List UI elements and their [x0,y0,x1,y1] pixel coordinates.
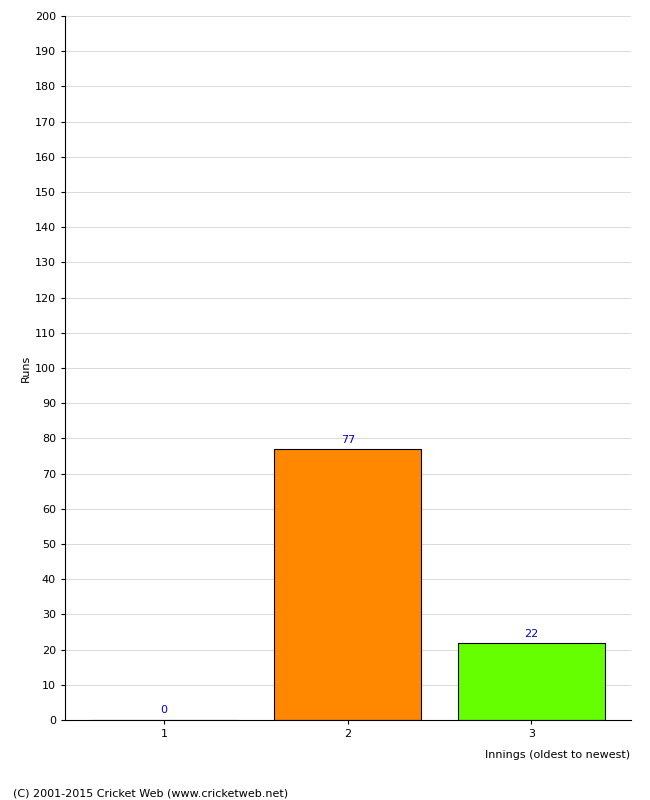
Text: 77: 77 [341,435,355,446]
Bar [458,642,604,720]
Text: Innings (oldest to newest): Innings (oldest to newest) [486,750,630,760]
Y-axis label: Runs: Runs [21,354,31,382]
Text: 0: 0 [161,705,168,714]
Text: (C) 2001-2015 Cricket Web (www.cricketweb.net): (C) 2001-2015 Cricket Web (www.cricketwe… [13,788,288,798]
Bar [274,449,421,720]
Text: 22: 22 [525,629,538,639]
